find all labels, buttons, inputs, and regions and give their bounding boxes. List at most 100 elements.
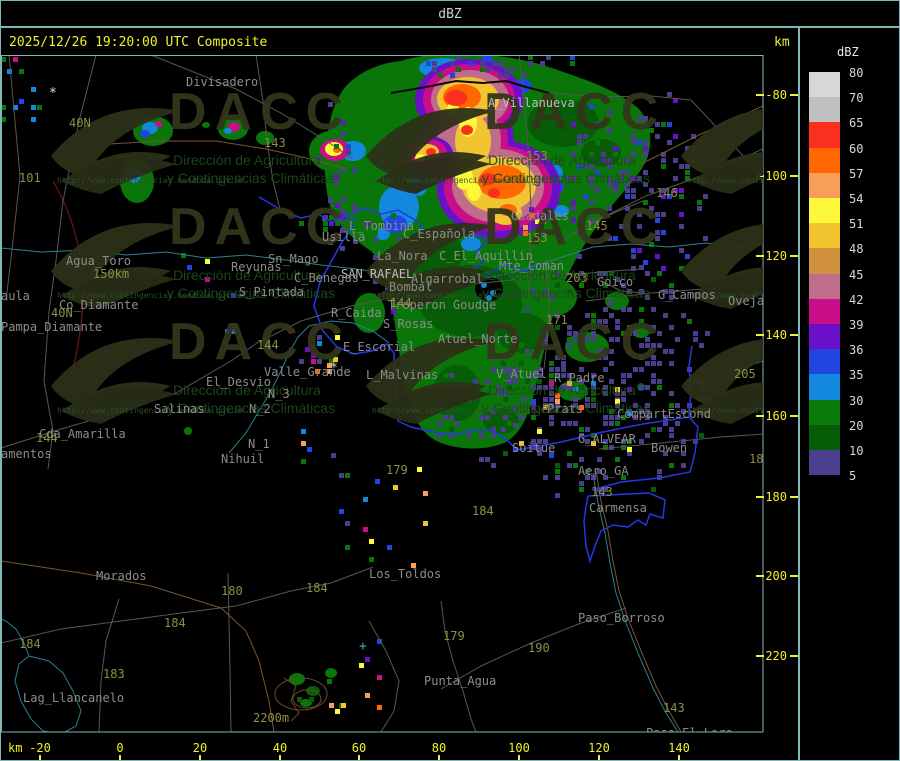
echo-pixel xyxy=(699,379,704,384)
echo-pixel xyxy=(681,451,686,456)
echo-pixel xyxy=(579,433,584,438)
echo-pixel xyxy=(498,67,503,72)
echo-pixel xyxy=(639,409,644,414)
echo-pixel xyxy=(621,307,626,312)
echo-pixel xyxy=(546,55,551,60)
echo-pixel xyxy=(571,206,576,211)
echo-pixel xyxy=(639,319,644,324)
echo-pixel xyxy=(567,337,572,342)
echo-pixel xyxy=(667,140,672,145)
echo-pixel xyxy=(615,277,620,282)
echo-pixel xyxy=(615,399,620,404)
echo-pixel xyxy=(339,509,344,514)
echo-pixel xyxy=(643,140,648,145)
echo-pixel xyxy=(417,467,422,472)
echo-pixel xyxy=(645,337,650,342)
echo-pixel xyxy=(567,381,572,386)
echo-pixel xyxy=(645,403,650,408)
echo-pixel xyxy=(455,409,460,414)
echo-blob xyxy=(609,97,617,105)
echo-pixel xyxy=(591,433,596,438)
echo-pixel xyxy=(631,254,636,259)
echo-pixel xyxy=(555,325,560,330)
map-line xyxy=(150,55,354,160)
echo-pixel xyxy=(663,349,668,354)
echo-pixel xyxy=(529,207,534,212)
echo-pixel xyxy=(225,329,230,334)
echo-pixel xyxy=(627,349,632,354)
echo-pixel xyxy=(661,266,666,271)
echo-pixel xyxy=(455,391,460,396)
echo-pixel xyxy=(631,266,636,271)
echo-pixel xyxy=(643,170,648,175)
echo-pixel xyxy=(543,337,548,342)
echo-pixel xyxy=(585,427,590,432)
echo-pixel xyxy=(391,261,396,266)
echo-pixel xyxy=(559,194,564,199)
echo-pixel xyxy=(669,427,674,432)
echo-pixel xyxy=(603,475,608,480)
echo-pixel xyxy=(423,521,428,526)
echo-pixel xyxy=(661,212,666,217)
echo-pixel xyxy=(456,67,461,72)
map-line xyxy=(98,598,120,732)
echo-pixel xyxy=(631,134,636,139)
map-line xyxy=(543,262,550,370)
echo-pixel xyxy=(519,367,524,372)
echo-pixel xyxy=(415,279,420,284)
echo-pixel xyxy=(365,657,370,662)
echo-pixel xyxy=(609,271,614,276)
echo-pixel xyxy=(31,117,36,122)
echo-pixel xyxy=(531,385,536,390)
echo-pixel xyxy=(645,433,650,438)
echo-pixel xyxy=(334,180,339,185)
echo-pixel xyxy=(609,337,614,342)
map-line xyxy=(283,677,300,722)
echo-pixel xyxy=(479,457,484,462)
echo-pixel xyxy=(450,61,455,66)
echo-pixel xyxy=(615,403,620,408)
echo-pixel xyxy=(589,176,594,181)
echo-pixel xyxy=(637,176,642,181)
echo-pixel xyxy=(661,152,666,157)
echo-pixel xyxy=(603,319,608,324)
echo-pixel xyxy=(555,469,560,474)
echo-pixel xyxy=(681,313,686,318)
echo-pixel xyxy=(567,343,572,348)
echo-pixel xyxy=(573,463,578,468)
echo-pixel xyxy=(31,87,36,92)
echo-pixel xyxy=(571,176,576,181)
echo-pixel xyxy=(549,367,554,372)
echo-blob xyxy=(467,183,481,201)
echo-pixel xyxy=(631,194,636,199)
echo-pixel xyxy=(621,445,626,450)
echo-pixel xyxy=(651,373,656,378)
echo-pixel xyxy=(651,307,656,312)
echo-pixel xyxy=(513,331,518,336)
echo-pixel xyxy=(299,221,304,226)
echo-pixel xyxy=(567,463,572,468)
echo-pixel xyxy=(340,168,345,173)
echo-pixel xyxy=(531,373,536,378)
echo-pixel xyxy=(681,439,686,444)
contour-line xyxy=(292,689,322,709)
echo-pixel xyxy=(589,164,594,169)
echo-pixel xyxy=(329,703,334,708)
echo-pixel xyxy=(549,373,554,378)
echo-pixel xyxy=(579,283,584,288)
echo-pixel xyxy=(615,387,620,392)
echo-pixel xyxy=(601,152,606,157)
map-frame xyxy=(1,55,798,760)
echo-pixel xyxy=(340,120,345,125)
echo-pixel xyxy=(655,122,660,127)
echo-pixel xyxy=(507,379,512,384)
echo-pixel xyxy=(633,403,638,408)
echo-pixel xyxy=(317,359,322,364)
echo-pixel xyxy=(661,230,666,235)
echo-pixel xyxy=(328,198,333,203)
echo-pixel xyxy=(432,67,437,72)
echo-pixel xyxy=(609,361,614,366)
echo-pixel xyxy=(597,355,602,360)
echo-pixel xyxy=(323,227,328,232)
